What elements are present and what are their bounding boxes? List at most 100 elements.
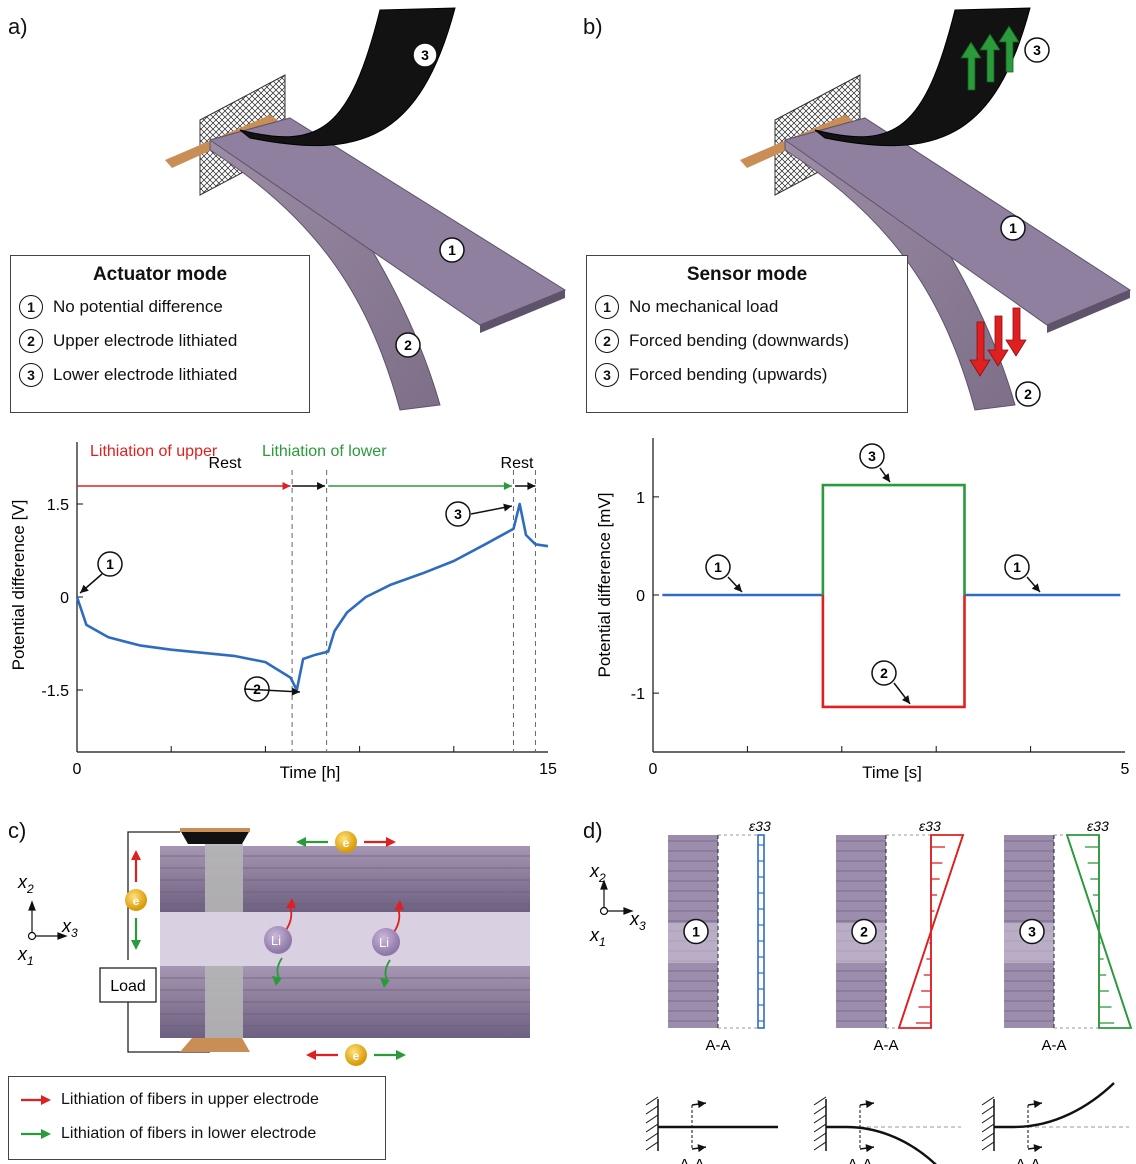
section-cut-arrow-head (865, 1100, 874, 1109)
cell-cross-section: x2 x3 x1 Load e e e (17, 828, 530, 1066)
actuator-illustration: 3 1 2 (165, 7, 567, 411)
marker-1: 1 (19, 295, 43, 319)
x-axis-label: Time [h] (280, 763, 341, 782)
wall-hatch (981, 1105, 995, 1115)
sensor-legend-label: No mechanical load (629, 297, 779, 316)
red-arrow-icon (21, 1095, 51, 1105)
beam-sketch (994, 1082, 1115, 1129)
section-cut-arrow-head (1033, 1100, 1042, 1109)
actuator-legend-item: 1 No potential difference (11, 290, 309, 324)
strain-diagonal (1066, 834, 1132, 1029)
separator (160, 912, 530, 966)
svg-text:x3: x3 (61, 916, 78, 940)
wall-hatch (981, 1132, 995, 1142)
green-arrow-icon (21, 1129, 51, 1139)
marker-2: 2 (860, 924, 868, 940)
marker-3: 3 (595, 363, 619, 387)
panel-letter-d: d) (583, 818, 603, 843)
lithium-ion-right: Li (372, 900, 404, 988)
y-axis-label: Potential difference [V] (9, 500, 28, 671)
wall-hatch (813, 1114, 827, 1124)
coordinate-axes (599, 879, 634, 916)
actuator-legend-item: 2 Upper electrode lithiated (11, 324, 309, 358)
wall-hatch (645, 1105, 659, 1115)
wall-hatch (981, 1141, 995, 1151)
marker-1-pointer-head (1031, 583, 1040, 592)
arrow-lithiation-upper-head (282, 482, 291, 490)
fiber-lithiation-legend: Lithiation of fibers in upper electrode … (8, 1076, 386, 1160)
marker-3: 3 (1028, 924, 1036, 940)
svg-text:Li: Li (379, 935, 389, 950)
marker-1: 1 (692, 924, 700, 940)
section-cut-arrow-head (697, 1144, 706, 1153)
signal-series-2 (821, 483, 966, 595)
marker-1: 1 (106, 556, 114, 572)
section-label: A-A (679, 1156, 704, 1164)
strain-distribution: x2 x3 x1 A-A ε33 1 A-A A-A ε33 2 A-A A-A ε33 3 A-A (589, 818, 1133, 1164)
force-up-arrows (960, 25, 1020, 91)
wall-hatch (981, 1114, 995, 1124)
wall-hatch (813, 1105, 827, 1115)
svg-text:x2: x2 (589, 861, 606, 885)
legend-label: Lithiation of fibers in lower electrode (61, 1125, 317, 1142)
signal-series-3 (821, 595, 966, 709)
strain-label: ε33 (919, 818, 941, 834)
svg-text:e: e (133, 894, 140, 908)
wall-hatch (981, 1096, 995, 1106)
section-label: A-A (847, 1156, 872, 1164)
marker-2-pointer (243, 688, 300, 693)
panel-letter-a: a) (8, 14, 28, 39)
actuator-legend-title: Actuator mode (92, 264, 228, 285)
beam-state-3 (239, 7, 456, 147)
sensor-legend-item: 3 Forced bending (upwards) (587, 358, 907, 392)
svg-text:e: e (353, 1049, 360, 1063)
svg-text:2: 2 (1024, 386, 1032, 402)
strain-label: ε33 (749, 818, 771, 834)
marker-1-circle (683, 918, 709, 945)
electron-left: e (125, 850, 147, 950)
arrow-rest-2-head (527, 482, 536, 490)
marker-2-pointer-head (901, 695, 910, 704)
sensor-legend-label: Forced bending (downwards) (629, 331, 850, 350)
electron-top: e (296, 831, 396, 853)
panel-letter-c: c) (8, 818, 27, 843)
wall-hatch (645, 1114, 659, 1124)
svg-text:x2: x2 (17, 872, 34, 896)
strain-label: ε33 (1087, 818, 1109, 834)
wall-hatch (813, 1141, 827, 1151)
arrow-rest-1-head (317, 482, 326, 490)
marker-1-circle (1004, 554, 1030, 580)
legend-item-lower: Lithiation of fibers in lower electrode (19, 1117, 375, 1151)
chart-actuator: Potential difference [V] Time [h] 1.5 0 -1… (9, 442, 557, 782)
wall-hatch (645, 1096, 659, 1106)
x-tick-label: 0 (73, 761, 82, 778)
annotation-rest-2: Rest (501, 455, 534, 472)
marker-1-pointer-head (733, 583, 742, 592)
marker-3: 3 (19, 363, 43, 387)
section-label: A-A (873, 1037, 898, 1054)
annotation-rest-1: Rest (209, 455, 242, 472)
marker-3-pointer-head (882, 473, 890, 483)
strain-profile (757, 834, 765, 1029)
sensor-legend-label: Forced bending (upwards) (629, 365, 828, 384)
beam-state-3 (814, 7, 1031, 147)
force-down-arrows (969, 307, 1027, 377)
beam-sketch (826, 1125, 937, 1164)
section-label: A-A (1041, 1037, 1066, 1054)
panel-letter-b: b) (583, 14, 603, 39)
actuator-legend-label: No potential difference (53, 297, 223, 316)
wall-hatch (813, 1132, 827, 1142)
marker-1: 1 (595, 295, 619, 319)
svg-text:1: 1 (1009, 220, 1017, 236)
svg-text:3: 3 (1033, 42, 1041, 58)
sensor-legend: Sensor mode 1 No mechanical load 2 Force… (586, 255, 908, 413)
annotation-lithiation-lower: Lithiation of lower (262, 443, 387, 460)
lithium-ion-left: Li (264, 898, 296, 986)
section-cut-arrow-head (1033, 1144, 1042, 1153)
x-tick-label: 5 (1121, 761, 1130, 778)
actuator-legend-item: 3 Lower electrode lithiated (11, 358, 309, 392)
sensor-legend-item: 2 Forced bending (downwards) (587, 324, 907, 358)
annotation-lithiation-upper: Lithiation of upper (90, 443, 218, 460)
section-label: A-A (1015, 1156, 1040, 1164)
y-tick-label: -1 (631, 686, 645, 703)
